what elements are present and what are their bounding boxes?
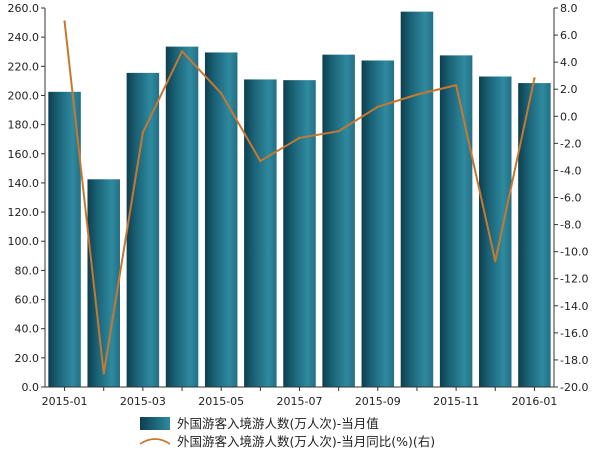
left-tick-label: 220.0 xyxy=(8,60,40,73)
left-tick-label: 40.0 xyxy=(15,323,40,336)
left-tick-label: 80.0 xyxy=(15,264,40,277)
bar-2015-10 xyxy=(400,11,434,387)
right-tick-label: -16.0 xyxy=(560,327,588,340)
left-tick-label: 120.0 xyxy=(8,206,40,219)
right-tick-label: -20.0 xyxy=(560,381,588,394)
left-tick-label: 60.0 xyxy=(15,294,40,307)
x-tick-label: 2015-03 xyxy=(120,395,166,408)
legend-line-swatch xyxy=(139,438,171,445)
line-point-2015-05 xyxy=(219,92,223,95)
bar-2015-05 xyxy=(204,52,238,388)
left-tick-label: 240.0 xyxy=(8,31,40,44)
x-tick-label: 2016-01 xyxy=(511,395,557,408)
legend-bar-label: 外国游客入境游人数(万人次)-当月值 xyxy=(177,416,379,431)
left-tick-label: 260.0 xyxy=(8,2,40,15)
legend: 外国游客入境游人数(万人次)-当月值外国游客入境游人数(万人次)-当月同比(%)… xyxy=(139,416,435,449)
right-tick-label: -10.0 xyxy=(560,246,588,259)
line-point-2015-03 xyxy=(141,131,145,134)
bar-2015-07 xyxy=(283,80,316,387)
bar-2015-08 xyxy=(322,54,355,388)
right-tick-label: 4.0 xyxy=(560,56,578,69)
right-tick-label: -18.0 xyxy=(560,354,588,367)
x-tick-label: 2015-11 xyxy=(433,395,479,408)
left-tick-label: 200.0 xyxy=(8,89,40,102)
left-tick-label: 100.0 xyxy=(8,235,40,248)
line-point-2015-01 xyxy=(63,20,66,23)
axes-layer: 0.0 20.0 40.0 60.0 80.0 100.0 120.0 140.0 160.0 1… xyxy=(8,2,589,408)
line-point-2015-02 xyxy=(102,372,105,375)
right-tick-label: 2.0 xyxy=(560,83,578,96)
left-tick-label: 140.0 xyxy=(8,177,40,190)
legend-bar-swatch xyxy=(140,417,170,430)
line-point-2015-06 xyxy=(259,159,262,163)
right-tick-label: -4.0 xyxy=(560,164,581,177)
bar-2015-09 xyxy=(361,60,395,387)
left-tick-label: 160.0 xyxy=(8,148,40,161)
line-point-2015-04 xyxy=(180,50,184,53)
right-tick-label: 8.0 xyxy=(560,2,578,15)
bar-2015-02 xyxy=(87,179,120,387)
right-tick-label: 0.0 xyxy=(560,110,578,123)
right-tick-label: -6.0 xyxy=(560,192,581,205)
line-point-2015-09 xyxy=(376,105,380,109)
right-tick-label: -2.0 xyxy=(560,137,581,150)
line-layer xyxy=(63,20,536,375)
bar-2015-03 xyxy=(126,72,160,388)
bars-layer xyxy=(48,11,551,388)
bar-2015-11 xyxy=(439,55,473,388)
right-tick-label: 6.0 xyxy=(560,29,578,42)
right-tick-label: -8.0 xyxy=(560,219,581,232)
bar-2015-01 xyxy=(48,91,81,387)
x-tick-label: 2015-01 xyxy=(42,395,88,408)
bar-2015-04 xyxy=(165,46,199,387)
bar-2015-12 xyxy=(479,76,512,387)
left-tick-label: 180.0 xyxy=(8,119,40,132)
x-tick-label: 2015-09 xyxy=(355,395,401,408)
line-point-2016-01 xyxy=(533,77,536,80)
line-point-2015-10 xyxy=(415,93,419,96)
bar-2015-06 xyxy=(244,79,277,388)
left-tick-label: 0.0 xyxy=(22,381,40,394)
legend-line-label: 外国游客入境游人数(万人次)-当月同比(%)(右) xyxy=(177,434,435,449)
left-tick-label: 20.0 xyxy=(15,352,40,365)
line-point-2015-08 xyxy=(337,129,340,133)
line-point-2015-12 xyxy=(494,259,497,263)
line-point-2015-11 xyxy=(454,83,458,87)
right-tick-label: -12.0 xyxy=(560,273,588,286)
right-tick-label: -14.0 xyxy=(560,300,588,313)
x-tick-label: 2015-07 xyxy=(277,395,323,408)
line-point-2015-07 xyxy=(298,136,301,140)
x-tick-label: 2015-05 xyxy=(198,395,244,408)
